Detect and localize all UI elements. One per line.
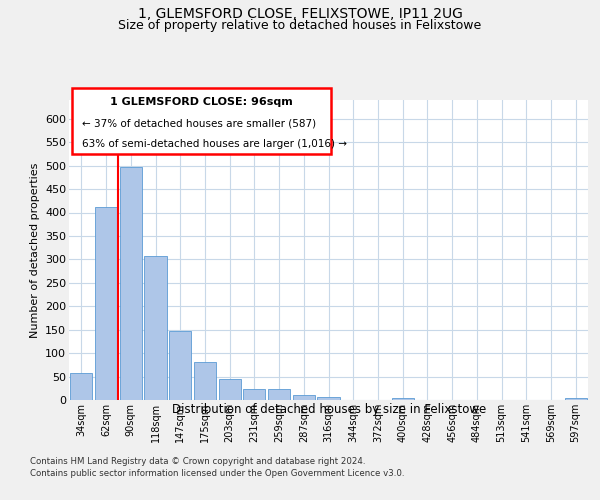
Y-axis label: Number of detached properties: Number of detached properties xyxy=(29,162,40,338)
Bar xyxy=(169,330,191,400)
Bar xyxy=(145,256,167,400)
Bar xyxy=(317,397,340,400)
Text: 63% of semi-detached houses are larger (1,016) →: 63% of semi-detached houses are larger (… xyxy=(82,139,347,149)
Text: Contains public sector information licensed under the Open Government Licence v3: Contains public sector information licen… xyxy=(30,468,404,477)
FancyBboxPatch shape xyxy=(71,88,331,154)
Bar xyxy=(392,398,414,400)
Bar xyxy=(565,398,587,400)
Bar xyxy=(194,362,216,400)
Bar xyxy=(243,389,265,400)
Text: ← 37% of detached houses are smaller (587): ← 37% of detached houses are smaller (58… xyxy=(82,118,316,128)
Bar xyxy=(268,389,290,400)
Bar xyxy=(293,396,315,400)
Text: Contains HM Land Registry data © Crown copyright and database right 2024.: Contains HM Land Registry data © Crown c… xyxy=(30,458,365,466)
Text: 1, GLEMSFORD CLOSE, FELIXSTOWE, IP11 2UG: 1, GLEMSFORD CLOSE, FELIXSTOWE, IP11 2UG xyxy=(137,8,463,22)
Text: 1 GLEMSFORD CLOSE: 96sqm: 1 GLEMSFORD CLOSE: 96sqm xyxy=(110,97,293,107)
Text: Distribution of detached houses by size in Felixstowe: Distribution of detached houses by size … xyxy=(172,402,486,415)
Bar xyxy=(70,374,92,400)
Text: Size of property relative to detached houses in Felixstowe: Size of property relative to detached ho… xyxy=(118,19,482,32)
Bar xyxy=(95,208,117,400)
Bar xyxy=(218,380,241,400)
Bar xyxy=(119,167,142,400)
